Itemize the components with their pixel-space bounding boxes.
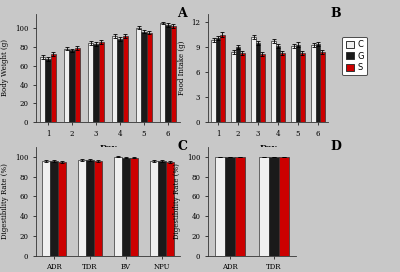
Bar <box>150 161 158 256</box>
Text: C: C <box>177 140 187 153</box>
Bar <box>123 36 128 122</box>
Bar <box>93 44 99 122</box>
Bar <box>51 54 56 122</box>
Bar <box>40 57 45 122</box>
Bar <box>216 157 225 256</box>
Bar <box>231 52 236 122</box>
Bar <box>300 53 305 122</box>
Bar <box>50 161 58 256</box>
Bar <box>240 53 245 122</box>
Legend: C, G, S: C, G, S <box>342 37 367 75</box>
X-axis label: Day: Day <box>259 144 277 152</box>
Bar <box>252 37 256 122</box>
Bar <box>220 35 225 122</box>
Bar <box>141 32 147 122</box>
Bar <box>114 157 122 256</box>
Bar <box>269 157 279 256</box>
Y-axis label: Food Intake (g): Food Intake (g) <box>178 41 186 95</box>
Bar <box>117 39 123 122</box>
Bar <box>147 33 152 122</box>
Bar <box>166 162 174 256</box>
Text: B: B <box>331 7 341 20</box>
Bar <box>165 25 171 122</box>
Bar <box>260 54 265 122</box>
Bar <box>69 51 75 122</box>
Bar <box>160 23 165 122</box>
Bar <box>88 43 93 122</box>
Bar <box>78 160 86 256</box>
Bar <box>130 158 138 256</box>
Bar <box>271 41 276 122</box>
Bar <box>112 36 117 122</box>
Bar <box>75 48 80 122</box>
Bar <box>279 157 288 256</box>
Y-axis label: Digestibility Rate (%): Digestibility Rate (%) <box>1 163 9 239</box>
Bar <box>158 161 166 256</box>
Bar <box>276 46 280 122</box>
Bar <box>280 53 284 122</box>
Bar <box>86 160 94 256</box>
Text: D: D <box>330 140 342 153</box>
Bar <box>260 157 269 256</box>
Bar <box>256 43 260 122</box>
Bar <box>64 49 69 122</box>
Bar <box>320 52 324 122</box>
Bar <box>94 161 102 256</box>
X-axis label: Day: Day <box>99 144 117 152</box>
Bar <box>291 46 296 122</box>
Bar <box>58 162 66 256</box>
Bar <box>235 157 244 256</box>
Bar <box>211 40 216 122</box>
Bar <box>316 44 320 122</box>
Bar <box>45 59 51 122</box>
Y-axis label: Body Weight (g): Body Weight (g) <box>1 39 9 97</box>
Bar <box>225 157 235 256</box>
Bar <box>296 45 300 122</box>
Bar <box>216 38 220 122</box>
Bar <box>42 161 50 256</box>
Bar <box>171 26 176 122</box>
Text: A: A <box>177 7 187 20</box>
Bar <box>136 28 141 122</box>
Y-axis label: Digestibility Rate (%): Digestibility Rate (%) <box>173 163 181 239</box>
Bar <box>122 158 130 256</box>
Bar <box>236 47 240 122</box>
Bar <box>311 45 316 122</box>
Bar <box>99 42 104 122</box>
